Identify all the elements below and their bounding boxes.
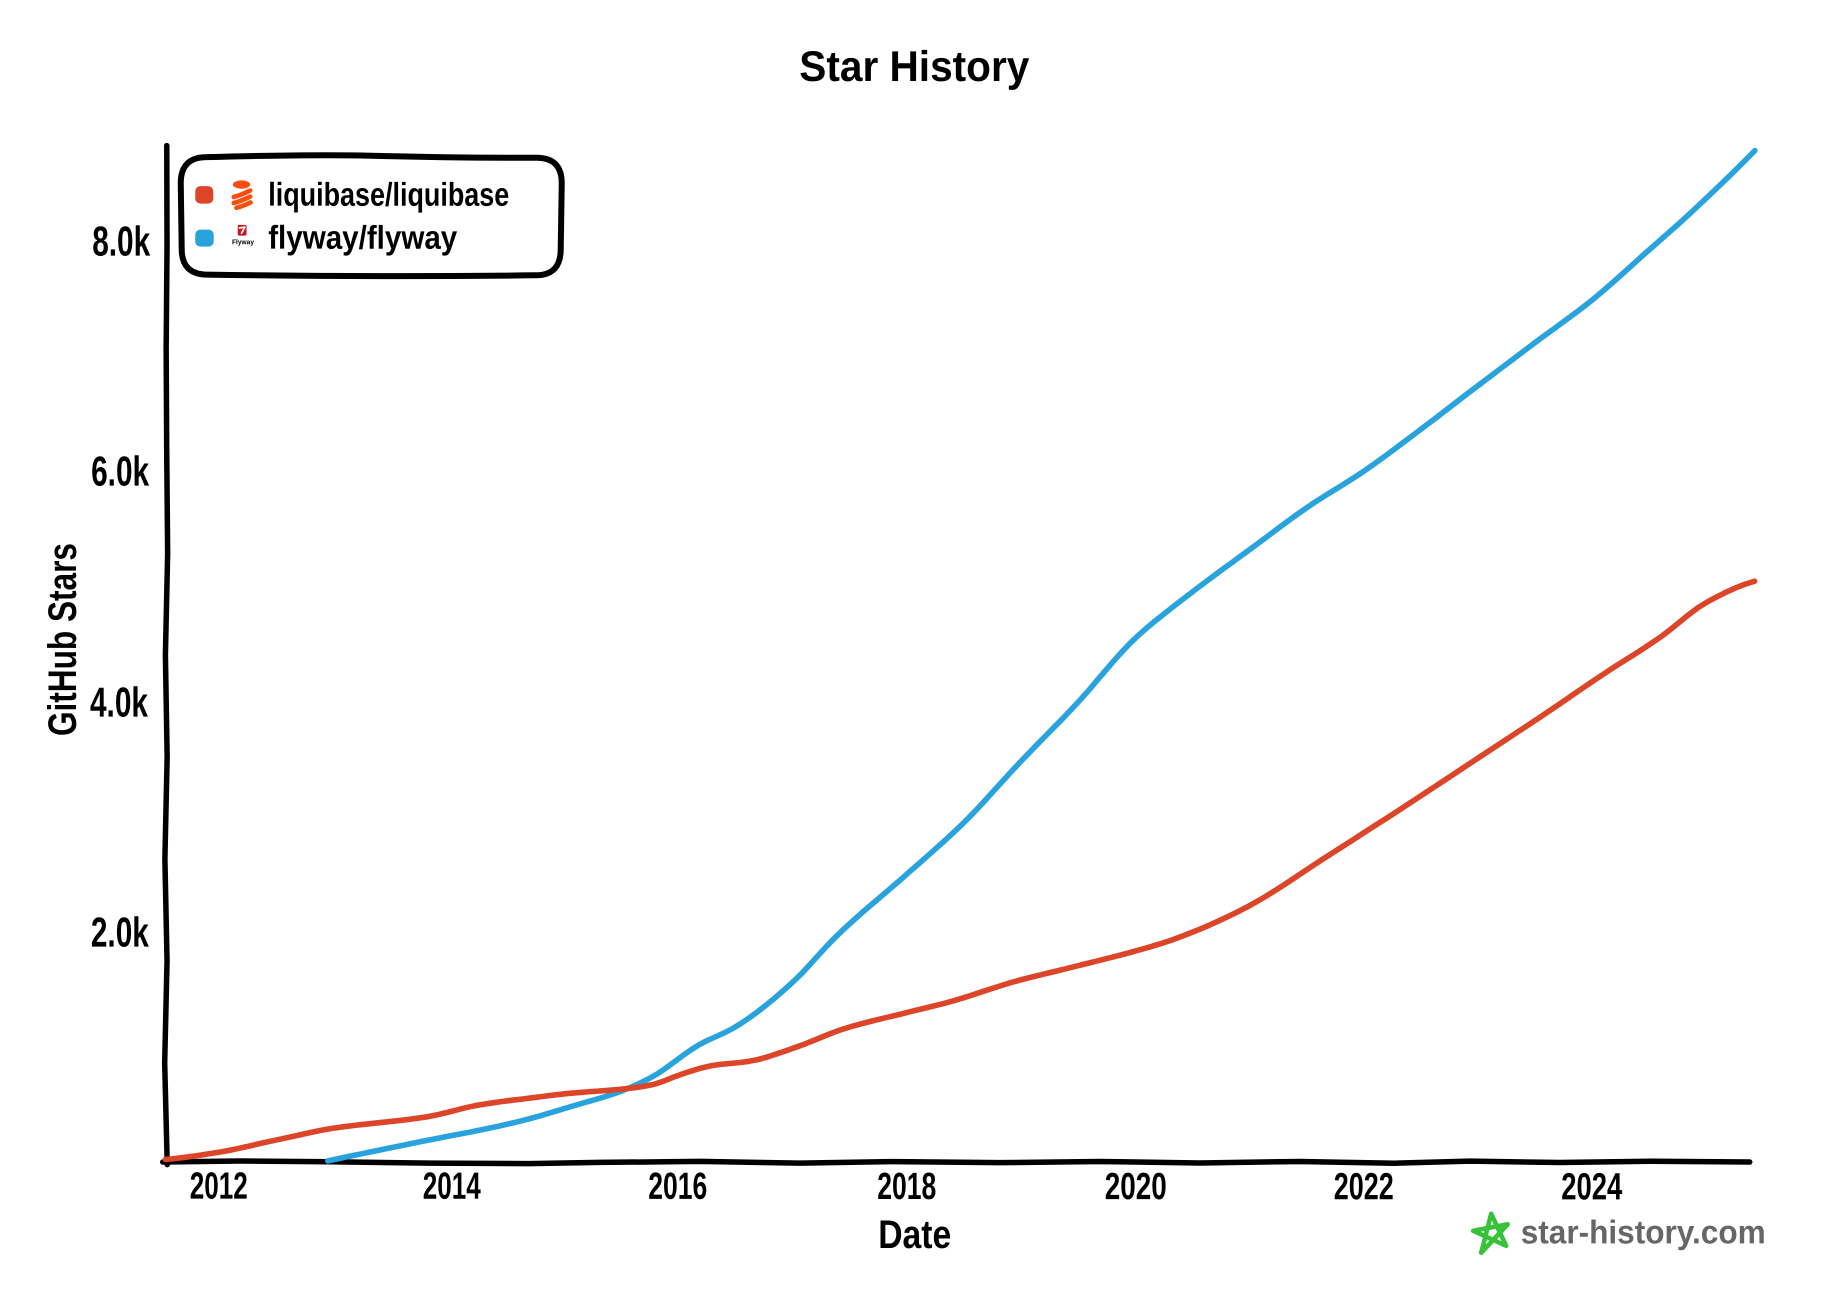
svg-text:star-history.com: star-history.com — [1521, 1213, 1766, 1250]
svg-text:2020: 2020 — [1105, 1166, 1167, 1208]
svg-text:2024: 2024 — [1561, 1166, 1622, 1208]
svg-text:8.0k: 8.0k — [92, 218, 150, 265]
svg-text:2016: 2016 — [648, 1166, 707, 1208]
svg-text:2018: 2018 — [877, 1166, 936, 1208]
svg-text:GitHub Stars: GitHub Stars — [41, 543, 85, 736]
svg-text:6.0k: 6.0k — [91, 448, 149, 495]
svg-text:Star History: Star History — [799, 43, 1029, 91]
svg-text:flyway/flyway: flyway/flyway — [268, 219, 458, 256]
svg-text:Date: Date — [878, 1213, 951, 1257]
svg-text:2012: 2012 — [190, 1166, 248, 1208]
svg-text:Flyway: Flyway — [232, 239, 254, 246]
svg-text:liquibase/liquibase: liquibase/liquibase — [268, 176, 509, 213]
svg-text:2022: 2022 — [1334, 1166, 1394, 1208]
svg-text:2.0k: 2.0k — [91, 909, 149, 956]
svg-text:4.0k: 4.0k — [90, 679, 148, 726]
svg-text:2014: 2014 — [423, 1166, 481, 1208]
